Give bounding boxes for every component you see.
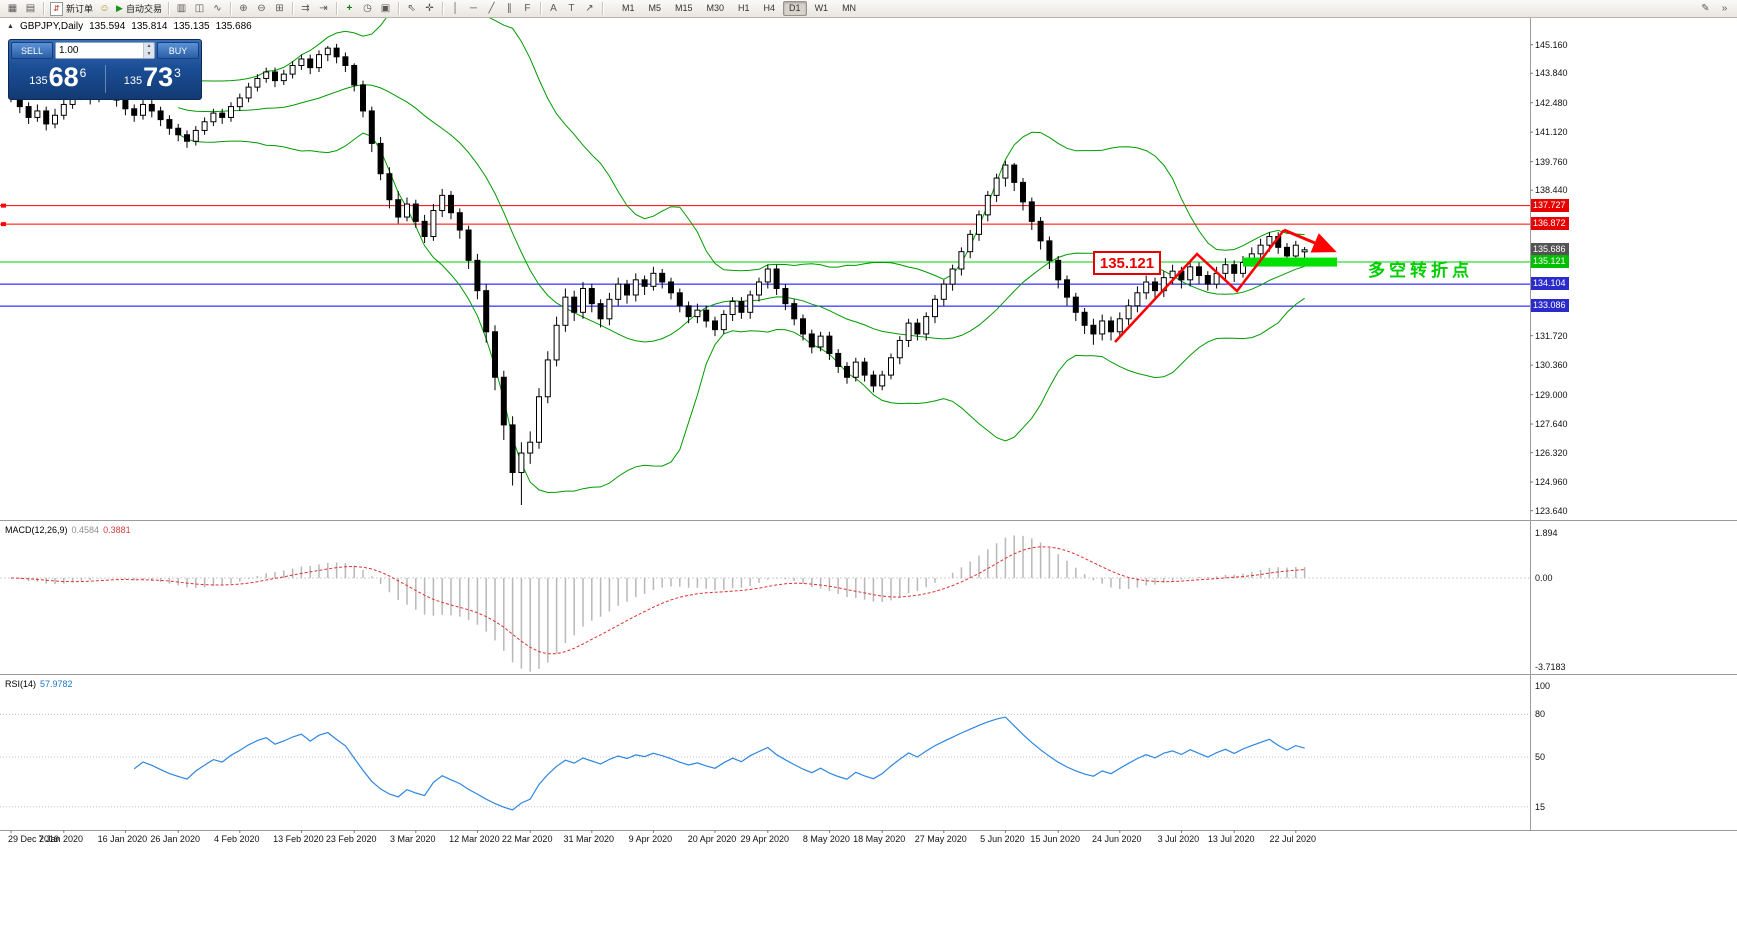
chart-profiles-icon[interactable]: ▤	[25, 3, 36, 14]
autotrading-button[interactable]: ▶ 自动交易	[116, 2, 162, 15]
periods-icon[interactable]: ◷	[363, 3, 372, 14]
toolbar-separator	[397, 2, 399, 15]
chart-title: ▲ GBPJPY,Daily 135.594 135.814 135.135 1…	[7, 21, 252, 32]
rsi-line	[133, 716, 1305, 811]
toolbar-separator	[167, 2, 169, 15]
bar-chart-icon[interactable]: ▥	[176, 3, 187, 14]
horizontal-line-icon[interactable]: ─	[469, 3, 477, 14]
rsi-indicator-label: RSI(14) 57.9782	[5, 679, 73, 689]
timeframe-button-mn[interactable]: MN	[842, 3, 857, 13]
timeframe-button-w1[interactable]: W1	[814, 3, 829, 13]
new-order-label: 新订单	[66, 4, 94, 14]
sell-price[interactable]: 135 68 6	[11, 61, 105, 94]
chart-open-value: 135.594	[89, 21, 126, 32]
timeframe-button-h1[interactable]: H1	[738, 3, 750, 13]
buy-price-big-figure: 135	[123, 74, 143, 87]
volume-input[interactable]	[56, 43, 143, 58]
indicators-icon[interactable]: +	[346, 3, 353, 14]
volume-field: ▲ ▼	[55, 42, 155, 59]
timeframe-button-m30[interactable]: M30	[706, 3, 725, 13]
timeframe-button-m1[interactable]: M1	[621, 3, 635, 13]
turning-point-label: 多空转折点	[1368, 261, 1473, 280]
text-label-icon[interactable]: T	[568, 3, 575, 14]
auto-scroll-icon[interactable]: ⇉	[301, 3, 310, 14]
toolbar-separator	[335, 2, 337, 15]
support-highlight-bar	[1243, 257, 1337, 267]
more-tools-icon[interactable]: »	[1721, 3, 1728, 14]
timeframe-button-h4[interactable]: H4	[763, 3, 776, 13]
channel-icon[interactable]: ∥	[506, 3, 512, 14]
buy-price-pips: 73	[143, 61, 174, 92]
edit-icon[interactable]: ✎	[1701, 3, 1710, 14]
cursor-icon[interactable]: ⇖	[407, 3, 416, 14]
candlestick-chart-icon[interactable]: ◫	[194, 3, 205, 14]
crosshair-icon[interactable]: ✛	[425, 3, 434, 14]
macd-name: MACD(12,26,9)	[5, 525, 68, 535]
buy-price-pipette: 3	[174, 65, 181, 80]
price-callout-box: 135.121	[1093, 251, 1161, 275]
macd-main-value: 0.4584	[71, 525, 100, 535]
macd-indicator-label: MACD(12,26,9) 0.4584 0.3881	[5, 525, 131, 535]
vertical-line-icon[interactable]: │	[452, 3, 459, 14]
toolbar-separator	[229, 2, 231, 15]
arrows-icon[interactable]: ↗	[585, 3, 594, 14]
line-chart-icon[interactable]: ∿	[213, 3, 222, 14]
volume-increase-button[interactable]: ▲	[143, 43, 154, 51]
sell-button[interactable]: SELL	[11, 42, 53, 59]
bollinger-lower-band	[177, 132, 1305, 494]
chart-symbol-period: GBPJPY,Daily	[19, 21, 84, 32]
trendline-icon[interactable]: ╱	[488, 3, 495, 14]
toolbar-separator	[539, 2, 541, 15]
toolbar-separator	[441, 2, 443, 15]
timeframe-button-m15[interactable]: M15	[674, 3, 693, 13]
autotrading-label: 自动交易	[125, 4, 162, 14]
macd-signal-value: 0.3881	[103, 525, 131, 535]
rsi-name: RSI(14)	[5, 679, 37, 689]
buy-price[interactable]: 135 73 3	[106, 61, 200, 94]
chart-high-value: 135.814	[131, 21, 168, 32]
tile-windows-icon[interactable]: ⊞	[275, 3, 284, 14]
text-icon[interactable]: A	[550, 3, 557, 14]
trend-arrow-annotation	[1283, 228, 1337, 253]
toolbar-separator	[291, 2, 293, 15]
volume-decrease-button[interactable]: ▼	[143, 50, 154, 58]
trend-zigzag-annotation	[1114, 229, 1285, 343]
sell-price-pipette: 6	[79, 65, 87, 80]
templates-icon[interactable]: ▣	[380, 3, 391, 14]
fibonacci-icon[interactable]: F	[524, 3, 531, 14]
rsi-value: 57.9782	[40, 679, 73, 689]
new-order-icon: ⇵	[50, 1, 63, 16]
toolbar-separator	[601, 2, 603, 15]
toolbar: ▦ ▤ ⇵ 新订单 ☺ ▶ 自动交易 ▥ ◫ ∿ ⊕ ⊖ ⊞ ⇉ ⇥ + ◷ ▣…	[0, 0, 1737, 18]
autotrading-play-icon: ▶	[116, 3, 123, 13]
zoom-out-icon[interactable]: ⊖	[257, 3, 266, 14]
new-order-button[interactable]: ⇵ 新订单	[50, 1, 94, 16]
sell-price-pips: 68	[48, 61, 79, 92]
toolbar-separator	[43, 2, 44, 15]
zoom-in-icon[interactable]: ⊕	[239, 3, 248, 14]
bollinger-upper-band	[178, 0, 1305, 280]
chart-low-value: 135.135	[173, 21, 210, 32]
one-click-collapse-icon[interactable]: ▲	[7, 23, 14, 30]
expert-advisors-icon[interactable]: ☺	[99, 3, 110, 14]
timeframe-toolbar: M1 M5 M15 M30 H1 H4 D1 W1 MN	[615, 1, 863, 16]
timeframe-button-m5[interactable]: M5	[648, 3, 661, 13]
timeframe-button-d1[interactable]: D1	[783, 1, 807, 16]
volume-spinner: ▲ ▼	[143, 43, 154, 58]
chart-shift-icon[interactable]: ⇥	[319, 3, 328, 14]
buy-button[interactable]: BUY	[157, 42, 199, 59]
new-chart-icon[interactable]: ▦	[7, 3, 18, 14]
sell-price-big-figure: 135	[29, 74, 48, 87]
price-divider	[104, 64, 106, 93]
macd-signal-line	[10, 546, 1305, 655]
chart-close-value: 135.686	[215, 21, 252, 32]
one-click-trading-panel: SELL ▲ ▼ BUY 135 68 6 135 73 3	[8, 39, 202, 100]
